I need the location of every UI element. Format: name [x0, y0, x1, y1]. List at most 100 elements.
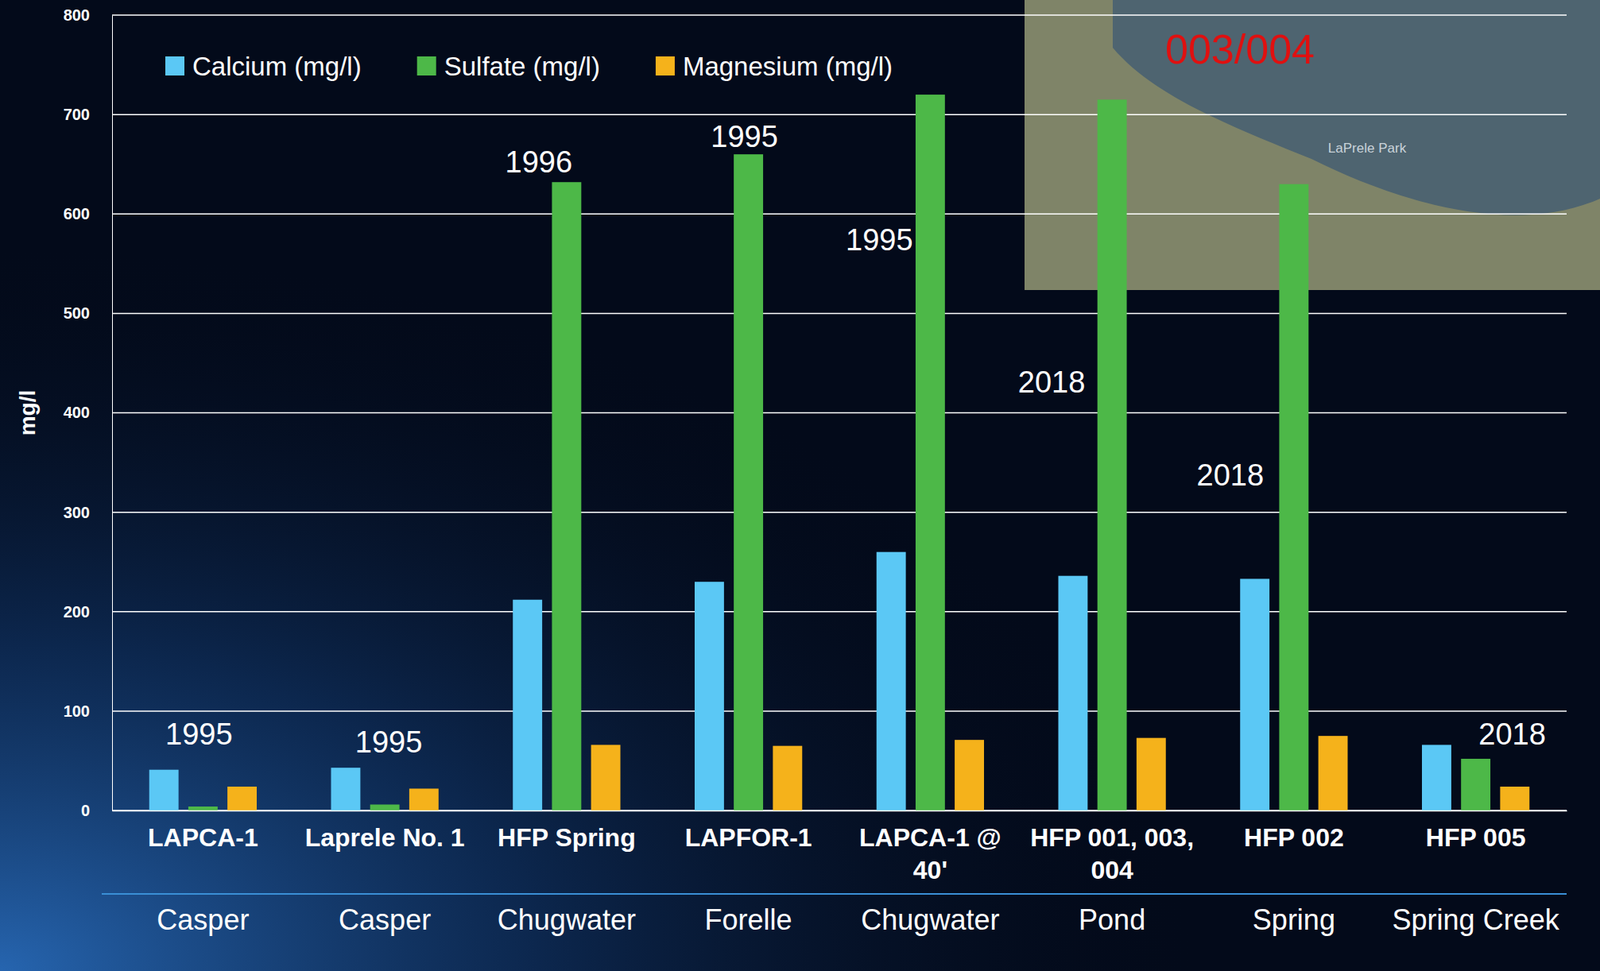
formation-label: Chugwater	[497, 903, 636, 937]
x-axis: LAPCA-1 Laprele No. 1 HFP Spring LAPFOR-1 LA…	[112, 810, 1568, 885]
x-tick: Laprele No. 1	[305, 810, 465, 853]
formation-label: Spring Creek	[1392, 903, 1561, 937]
formation-label: Spring	[1252, 903, 1336, 937]
grid-line	[112, 511, 1567, 514]
bar	[1097, 99, 1128, 811]
x-tick-label: HFP 005	[1425, 823, 1527, 853]
y-tick: 0	[81, 801, 113, 820]
bar	[512, 600, 543, 811]
y-tick-label: 500	[63, 304, 90, 322]
x-tick-label-line: HFP 001, 003,	[1030, 823, 1194, 853]
x-tick-label: HFP Spring	[497, 823, 636, 853]
year-label: 1995	[355, 725, 423, 760]
y-tick-label: 300	[63, 503, 90, 522]
bar	[1499, 786, 1530, 811]
y-tick-label: 200	[63, 603, 90, 621]
formation-label: Forelle	[705, 903, 793, 937]
x-tick-label-line: 004	[1090, 856, 1134, 885]
x-tick-label-line: LAPFOR-1	[685, 823, 813, 853]
bar-series	[188, 94, 1491, 811]
legend-label: Magnesium (mg/l)	[682, 51, 893, 82]
bar	[1318, 736, 1349, 811]
grid-line	[112, 113, 1567, 116]
grid	[112, 15, 1567, 811]
x-tick-label: LAPFOR-1	[685, 823, 813, 853]
background-glow	[0, 0, 1600, 971]
grid-line	[112, 710, 1567, 713]
legend-item: Sulfate (mg/l)	[417, 51, 601, 82]
bars	[149, 94, 1531, 811]
grid-line	[112, 611, 1567, 613]
background	[0, 0, 1600, 971]
formation-label: Casper	[156, 903, 249, 937]
x-tick-label-line: LAPCA-1 @	[859, 823, 1002, 853]
bar	[1136, 738, 1167, 811]
bar	[370, 804, 400, 811]
formations: Casper Casper Chugwater Forelle Chugwater Pon…	[156, 903, 1560, 937]
y-tick: 700	[63, 105, 113, 124]
grid-line	[112, 809, 1567, 812]
x-axis-line	[112, 810, 1568, 813]
x-tick-label-line: HFP 005	[1425, 823, 1527, 853]
bar	[733, 154, 764, 811]
y-tick: 800	[63, 6, 113, 24]
x-tick-label: LAPCA-1 @ 40'	[859, 823, 1002, 885]
year-label: 2018	[1478, 717, 1546, 752]
formation-label: Casper	[338, 903, 431, 937]
bar	[227, 786, 257, 811]
separator	[101, 893, 1567, 895]
year-label: 2018	[1197, 458, 1265, 493]
bar	[551, 182, 582, 811]
year-label: 1995	[845, 223, 914, 257]
y-tick-label: 700	[63, 105, 90, 124]
y-tick: 600	[63, 205, 113, 223]
bar	[1239, 578, 1270, 811]
x-tick: LAPCA-1 @ 40'	[859, 810, 1002, 885]
bar-series	[149, 552, 1452, 811]
x-tick-label-line: HFP 002	[1243, 823, 1345, 853]
y-axis: 0100200300400500600700800	[63, 6, 113, 820]
year-label: 1995	[710, 120, 779, 154]
bar	[149, 770, 179, 811]
inset-place: LaPrele Park	[1328, 140, 1407, 156]
bar	[188, 806, 218, 811]
x-tick-label-line: 40'	[913, 856, 948, 885]
x-tick: HFP 005	[1425, 810, 1527, 853]
year-annotations: 19951995199619951995201820182018	[165, 120, 1546, 760]
legend-swatch	[417, 56, 437, 76]
legend: Calcium (mg/l) Sulfate (mg/l) Magnesium (m…	[165, 51, 893, 82]
y-tick: 100	[63, 702, 113, 721]
grid-line	[112, 412, 1567, 415]
y-tick-label: 0	[81, 801, 90, 820]
bar	[915, 94, 946, 811]
x-tick-label-line: LAPCA-1	[147, 823, 259, 853]
year-label: 1995	[165, 717, 233, 752]
x-tick-label-line: HFP Spring	[497, 823, 636, 853]
y-tick: 300	[63, 503, 113, 522]
bar	[694, 581, 725, 811]
bar	[1460, 759, 1491, 811]
x-tick-label: HFP 002	[1243, 823, 1345, 853]
x-tick-label-line: Laprele No. 1	[305, 823, 465, 853]
bar	[772, 746, 802, 811]
bar	[591, 744, 621, 811]
legend-label: Calcium (mg/l)	[192, 51, 362, 82]
formation-label: Pond	[1078, 903, 1146, 937]
x-tick: LAPFOR-1	[685, 810, 813, 853]
grid-line	[112, 14, 1567, 16]
chart: 003/004LaPrele Park010020030040050060070…	[0, 0, 1600, 971]
x-tick: LAPCA-1	[147, 810, 259, 853]
y-axis-line	[112, 15, 113, 812]
grid-line	[112, 213, 1567, 216]
formation-label: Chugwater	[860, 903, 1000, 937]
inset-water	[1112, 0, 1600, 216]
grid-line	[112, 313, 1567, 315]
bar-series	[227, 736, 1530, 811]
legend-label: Sulfate (mg/l)	[444, 51, 601, 82]
x-tick: HFP Spring	[497, 810, 636, 853]
x-tick-label: LAPCA-1	[147, 823, 259, 853]
year-label: 1996	[505, 145, 574, 179]
legend-item: Magnesium (mg/l)	[655, 51, 893, 82]
y-tick-label: 600	[63, 205, 90, 223]
legend-swatch	[655, 56, 675, 76]
